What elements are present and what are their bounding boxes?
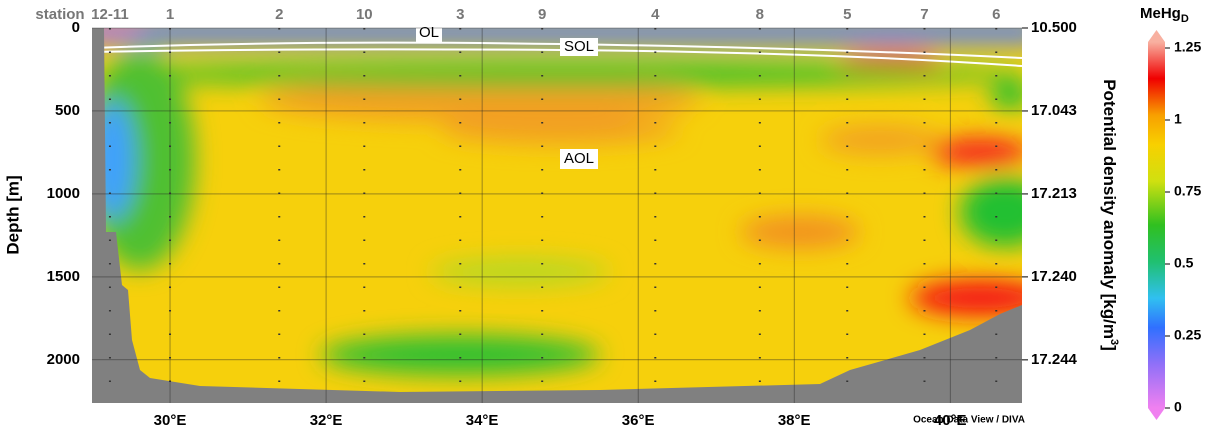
station-label: 9: [538, 6, 546, 23]
colorbar-tick-label: 1: [1174, 111, 1182, 127]
x-tick-label: 30°E: [154, 412, 187, 429]
annotation: SOL: [564, 38, 594, 55]
annotation: AOL: [564, 150, 594, 167]
station-label: 5: [843, 6, 851, 23]
station-label: 1: [166, 6, 174, 23]
x-tick-label: 36°E: [622, 412, 655, 429]
y2-label-sup: 3: [1108, 339, 1120, 345]
station-label: 6: [992, 6, 1000, 23]
x-tick-label: 38°E: [778, 412, 811, 429]
colorbar-title-text: MeHg: [1140, 5, 1181, 22]
y-tick-label: 0: [72, 19, 80, 36]
y2-tick-label: 17.043: [1031, 102, 1077, 119]
colorbar-title-sub: D: [1181, 13, 1189, 25]
colorbar-title: MeHgD: [1140, 5, 1189, 25]
colorbar-tick-label: 1.25: [1174, 39, 1201, 55]
station-title: station: [35, 6, 84, 23]
y2-tick-label: 17.240: [1031, 268, 1077, 285]
station-label: 8: [756, 6, 764, 23]
station-label: 7: [920, 6, 928, 23]
colorbar-tick-label: 0.75: [1174, 183, 1201, 199]
station-label: 12-11: [91, 6, 129, 23]
annotation: OL: [419, 24, 439, 41]
y-tick-label: 1500: [47, 268, 80, 285]
y-tick-label: 2000: [47, 351, 80, 368]
y2-axis-label: Potential density anomaly [kg/m3]: [1100, 79, 1121, 351]
x-tick-label: 32°E: [310, 412, 343, 429]
x-tick-label: 34°E: [466, 412, 499, 429]
credit: Ocean Data View / DIVA: [913, 415, 1025, 426]
y-axis-label: Depth [m]: [3, 175, 22, 254]
station-label: 2: [275, 6, 283, 23]
y2-label-end: ]: [1100, 345, 1119, 351]
y2-tick-label: 10.500: [1031, 19, 1077, 36]
y-tick-label: 1000: [47, 185, 80, 202]
station-label: 10: [356, 6, 373, 23]
y2-tick-label: 17.244: [1031, 351, 1078, 368]
colorbar-tick-label: 0.5: [1174, 255, 1194, 271]
y2-label-text: Potential density anomaly [kg/m: [1100, 79, 1119, 339]
field: [92, 28, 1022, 403]
station-label: 4: [651, 6, 660, 23]
x-tick-label: 40°E: [934, 412, 967, 429]
colorbar-tick-label: 0: [1174, 399, 1182, 415]
y-tick-label: 500: [55, 102, 80, 119]
y2-tick-label: 17.213: [1031, 185, 1077, 202]
colorbar-tick-label: 0.25: [1174, 327, 1201, 343]
station-label: 3: [456, 6, 464, 23]
